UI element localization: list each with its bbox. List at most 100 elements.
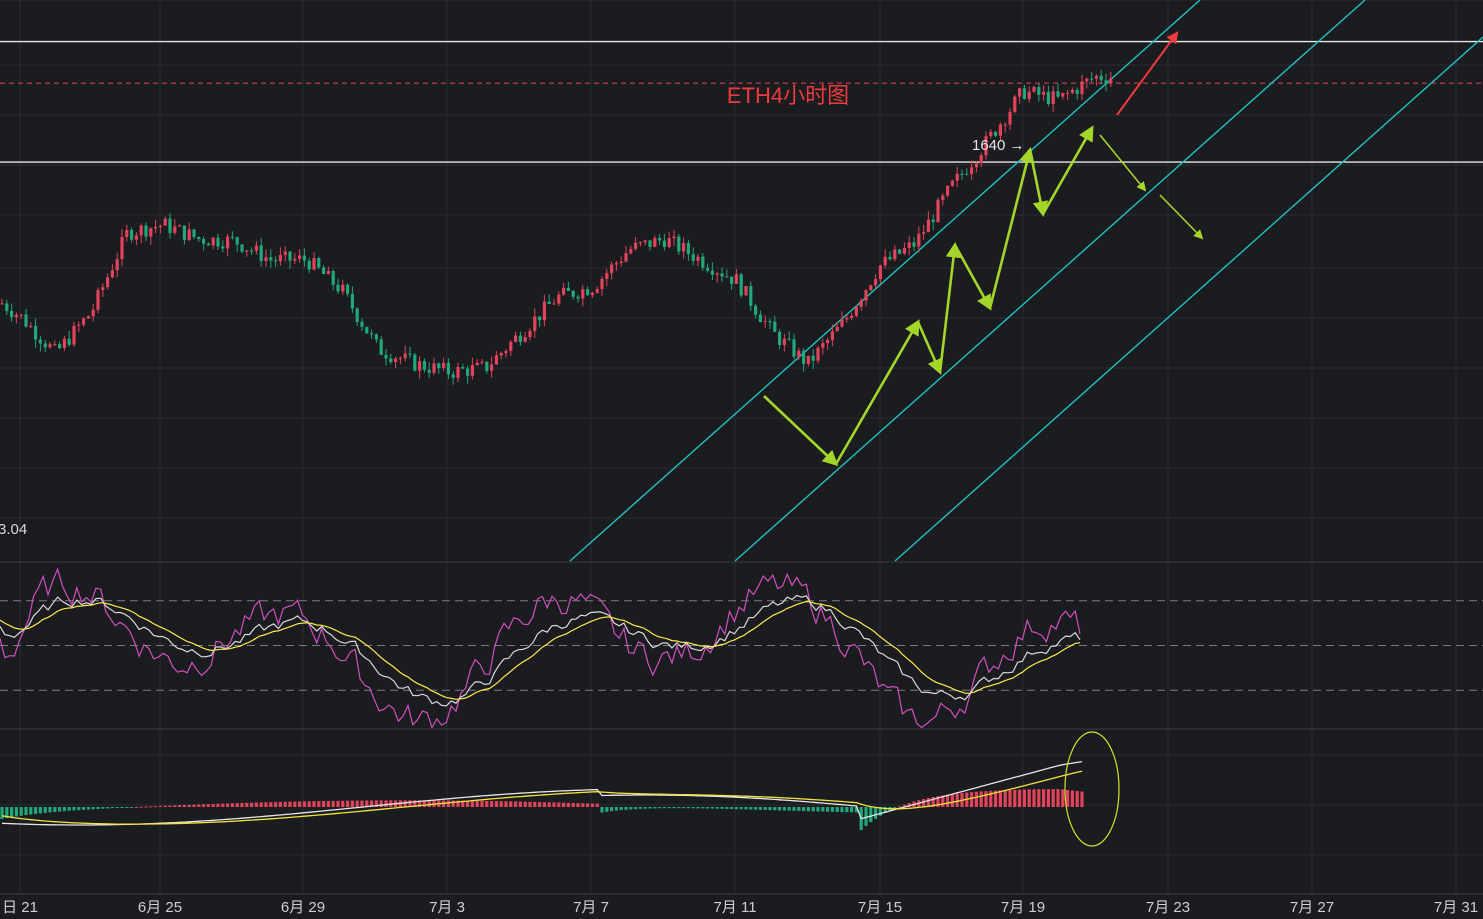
candle-body-201 — [965, 173, 969, 175]
macd-hist-167 — [802, 807, 806, 812]
candle-body-134 — [643, 240, 647, 243]
macd-hist-188 — [902, 804, 906, 807]
candle-body-146 — [701, 256, 705, 268]
macd-hist-210 — [1008, 789, 1012, 807]
candle-body-127 — [610, 264, 614, 274]
trend-channel — [569, 0, 1483, 562]
candle-body-90 — [432, 363, 436, 373]
macd-hist-204 — [979, 791, 983, 807]
candle-body-42 — [202, 239, 206, 244]
macd-hist-38 — [182, 804, 186, 807]
macd-hist-35 — [168, 805, 172, 807]
candle-body-128 — [614, 263, 618, 265]
candle-body-216 — [1037, 86, 1041, 95]
macd-hist-80 — [384, 800, 388, 807]
macd-hist-169 — [811, 807, 815, 812]
macd-hist-19 — [91, 807, 95, 810]
candle-body-185 — [888, 256, 892, 260]
candle-body-157 — [754, 305, 758, 315]
macd-hist-140 — [672, 807, 676, 809]
macd-hist-134 — [643, 807, 647, 809]
macd-hist-155 — [744, 807, 748, 810]
candle-body-188 — [902, 247, 906, 254]
macd-hist-129 — [619, 807, 623, 811]
macd-hist-18 — [86, 807, 90, 810]
candle-body-74 — [355, 308, 359, 322]
candle-body-47 — [226, 236, 230, 249]
candle-body-228 — [1094, 75, 1098, 79]
candle-body-151 — [725, 276, 729, 278]
candle-body-140 — [672, 236, 676, 239]
candle-body-99 — [475, 362, 479, 366]
macd-hist-85 — [408, 800, 412, 807]
candle-body-168 — [806, 355, 810, 364]
macd-hist-198 — [950, 794, 954, 807]
candle-body-193 — [926, 219, 930, 233]
macd-hist-23 — [110, 807, 114, 809]
macd-hist-68 — [326, 800, 330, 807]
macd-hist-157 — [754, 807, 758, 810]
candle-body-204 — [979, 155, 983, 164]
candle-body-43 — [206, 243, 210, 246]
candle-body-141 — [677, 236, 681, 252]
candle-body-82 — [394, 358, 398, 363]
candle-body-65 — [312, 258, 316, 270]
macd-hist-60 — [288, 801, 292, 807]
candle-body-158 — [758, 314, 762, 323]
macd-dif-line — [1, 760, 1083, 826]
candle-body-150 — [720, 273, 724, 277]
macd-hist-215 — [1032, 789, 1036, 807]
candle-body-162 — [778, 331, 782, 345]
candle-body-161 — [773, 321, 777, 332]
candle-body-179 — [859, 300, 863, 307]
candle-body-217 — [1042, 91, 1046, 95]
macd-hist-158 — [758, 807, 762, 810]
candle-body-7 — [34, 326, 38, 340]
candle-body-202 — [970, 167, 974, 175]
macd-hist-86 — [413, 800, 417, 807]
macd-hist-61 — [293, 801, 297, 807]
macd-hist-112 — [538, 802, 542, 807]
macd-hist-142 — [682, 807, 686, 809]
macd-hist-141 — [677, 807, 681, 809]
candle-body-107 — [514, 335, 518, 342]
candle-body-181 — [869, 285, 873, 291]
macd-hist-131 — [629, 807, 633, 810]
macd-hist-56 — [269, 802, 273, 807]
pane-separators — [0, 561, 1483, 895]
macd-hist-178 — [854, 807, 858, 813]
candle-body-174 — [835, 326, 839, 332]
candle-body-14 — [67, 338, 71, 345]
candle-body-40 — [192, 229, 196, 237]
macd-hist-161 — [773, 807, 777, 811]
candle-body-25 — [120, 236, 124, 260]
candle-body-192 — [922, 232, 926, 234]
candle-body-62 — [298, 255, 302, 259]
candle-body-24 — [115, 259, 119, 271]
macd-hist-73 — [350, 800, 354, 807]
candle-body-2 — [10, 310, 14, 317]
macd-dea-line — [1, 770, 1083, 825]
candle-body-172 — [826, 339, 830, 344]
macd-hist-123 — [590, 803, 594, 807]
macd-hist-113 — [542, 802, 546, 807]
x-axis-label-0: 日 21 — [2, 899, 38, 914]
candle-body-143 — [686, 243, 690, 255]
macd-hist-44 — [211, 803, 215, 807]
macd-hist-12 — [58, 807, 62, 812]
candle-body-32 — [154, 226, 158, 229]
candle-body-229 — [1099, 75, 1103, 81]
macd-hist-132 — [634, 807, 638, 810]
candle-body-180 — [864, 290, 868, 301]
candle-body-31 — [149, 228, 153, 237]
candle-body-115 — [552, 303, 556, 305]
macd-hist-102 — [490, 801, 494, 807]
candle-body-138 — [662, 240, 666, 248]
macd-hist-196 — [941, 795, 945, 807]
macd-hist-67 — [322, 801, 326, 807]
macd-hist-47 — [226, 803, 230, 807]
candle-body-164 — [787, 338, 791, 340]
x-axis-label-9: 7月 27 — [1290, 899, 1334, 914]
